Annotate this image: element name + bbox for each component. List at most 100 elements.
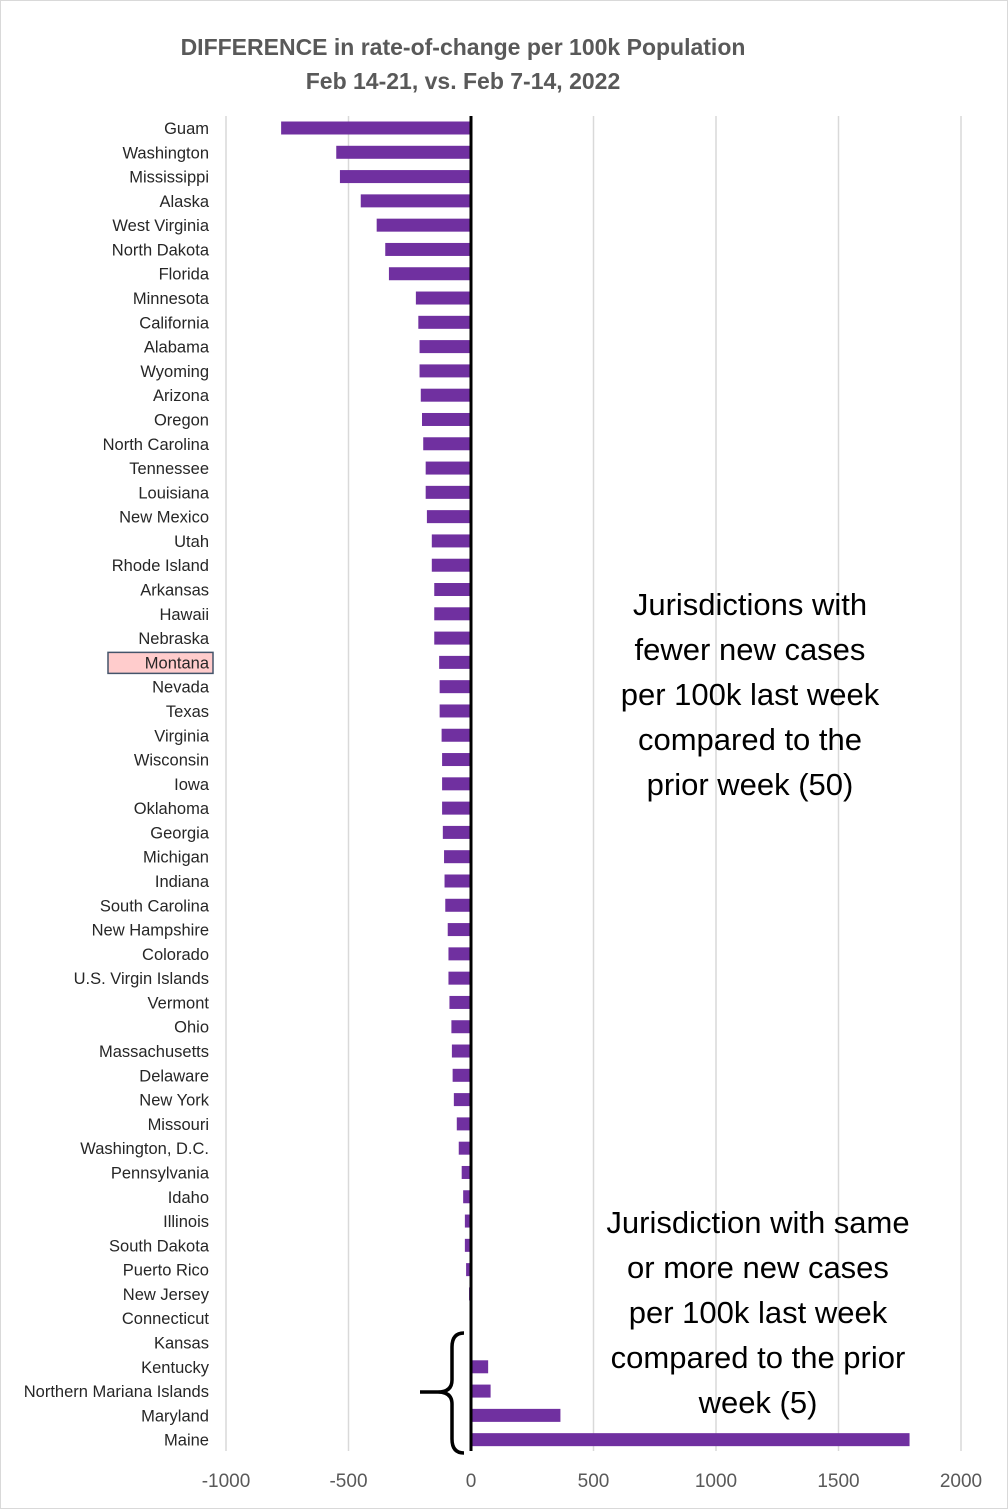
category-label: Northern Mariana Islands <box>24 1383 209 1401</box>
category-label: Arizona <box>153 387 210 405</box>
x-tick-label: -500 <box>329 1471 367 1492</box>
x-tick-labels: -1000 -500 0 500 1000 1500 2000 <box>202 1471 982 1492</box>
bar <box>449 995 471 1009</box>
annotation-line: week (5) <box>698 1385 818 1420</box>
category-label: Indiana <box>155 873 210 891</box>
annotation-line: compared to the prior <box>611 1340 906 1375</box>
category-label: Pennsylvania <box>111 1164 210 1182</box>
bar <box>339 170 471 184</box>
category-label: Washington, D.C. <box>80 1140 209 1158</box>
category-label: Texas <box>166 703 209 721</box>
category-label: Utah <box>174 533 209 551</box>
category-label: New Hampshire <box>92 922 209 940</box>
bar <box>415 291 471 305</box>
bar <box>431 558 471 572</box>
category-label: Minnesota <box>133 290 210 308</box>
bar <box>426 510 471 524</box>
category-label: South Carolina <box>100 897 210 915</box>
annotation-fewer: Jurisdictions with fewer new cases per 100… <box>621 587 880 802</box>
annotation-more: Jurisdiction with same or more new cases p… <box>606 1205 909 1420</box>
bar <box>388 267 471 281</box>
bar <box>448 971 471 985</box>
category-label: North Dakota <box>112 241 210 259</box>
bar <box>442 753 471 767</box>
bar <box>452 1068 471 1082</box>
bar <box>439 655 471 669</box>
category-label: Kansas <box>154 1335 209 1353</box>
category-label: Delaware <box>139 1067 209 1085</box>
category-label: Georgia <box>150 824 210 842</box>
bar <box>451 1020 471 1034</box>
category-label: Louisiana <box>138 484 209 502</box>
bar <box>439 704 471 718</box>
bar <box>434 631 471 645</box>
bar <box>471 1433 910 1447</box>
bar <box>442 777 471 791</box>
bar <box>444 874 471 888</box>
category-label: West Virginia <box>112 217 209 235</box>
x-tick-label: 0 <box>466 1471 477 1492</box>
chart-title: DIFFERENCE in rate-of-change per 100k Po… <box>181 34 746 60</box>
category-label: Maine <box>164 1432 209 1450</box>
bar <box>425 461 471 475</box>
annotations: Jurisdictions with fewer new cases per 100… <box>606 587 909 1420</box>
annotation-line: compared to the <box>638 722 862 757</box>
bar <box>453 1093 471 1107</box>
bar <box>418 315 471 329</box>
bar <box>420 388 471 402</box>
category-label: New Jersey <box>123 1286 210 1304</box>
category-label: Missouri <box>148 1116 209 1134</box>
bar <box>458 1141 471 1155</box>
bar <box>447 923 471 937</box>
annotation-line: fewer new cases <box>635 632 866 667</box>
category-label: Wyoming <box>140 363 209 381</box>
chart-subtitle: Feb 14-21, vs. Feb 7-14, 2022 <box>306 68 621 94</box>
category-label: New York <box>139 1092 209 1110</box>
bar <box>464 1214 471 1228</box>
bar <box>419 340 471 354</box>
bar <box>444 850 471 864</box>
annotation-line: per 100k last week <box>629 1295 888 1330</box>
bar <box>461 1165 471 1179</box>
category-label: Ohio <box>174 1019 209 1037</box>
category-label: U.S. Virgin Islands <box>74 970 209 988</box>
category-label: Alaska <box>159 193 209 211</box>
annotation-line: prior week (50) <box>647 767 854 802</box>
category-label: Illinois <box>163 1213 209 1231</box>
bar <box>422 412 471 426</box>
bar <box>445 898 471 912</box>
category-label: Montana <box>145 654 210 672</box>
bar <box>434 607 471 621</box>
bar <box>434 583 471 597</box>
category-label: Oregon <box>154 411 209 429</box>
bar <box>448 947 471 961</box>
category-label: Kentucky <box>141 1359 210 1377</box>
bar <box>442 825 471 839</box>
category-label: Idaho <box>168 1189 209 1207</box>
category-label: Vermont <box>148 994 210 1012</box>
category-label: New Mexico <box>119 509 209 527</box>
category-labels: Guam Washington Mississippi Alaska West Virg… <box>24 120 214 1450</box>
bar <box>431 534 471 548</box>
category-label: Wisconsin <box>134 752 209 770</box>
category-label: Alabama <box>144 339 210 357</box>
category-label: Puerto Rico <box>123 1262 209 1280</box>
annotation-line: or more new cases <box>627 1250 889 1285</box>
category-label: Nevada <box>152 679 210 697</box>
category-label: Iowa <box>174 776 210 794</box>
category-label: Virginia <box>154 727 210 745</box>
bar <box>385 242 471 256</box>
bar <box>471 1384 491 1398</box>
x-tick-label: 500 <box>578 1471 610 1492</box>
x-tick-label: -1000 <box>202 1471 251 1492</box>
category-label: Hawaii <box>159 606 209 624</box>
bar <box>442 801 471 815</box>
bar <box>336 145 471 159</box>
category-label: Mississippi <box>129 169 209 187</box>
category-label: Arkansas <box>140 582 209 600</box>
annotation-line: Jurisdictions with <box>633 587 867 622</box>
bars <box>281 121 910 1447</box>
bar <box>456 1117 471 1131</box>
category-label: Maryland <box>141 1407 209 1425</box>
